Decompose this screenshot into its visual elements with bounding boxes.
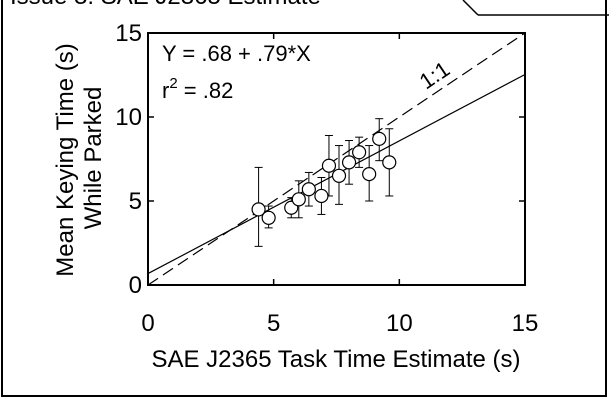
data-point (331, 168, 347, 183)
data-point (362, 167, 377, 182)
data-point (314, 188, 329, 204)
y-tick-label: 15 (115, 20, 142, 47)
r-squared-value: = .82 (178, 78, 234, 103)
identity-line (147, 32, 526, 286)
axis-ticks: 0 5 10 15 0 5 10 15 (115, 20, 538, 337)
plot-area (147, 32, 526, 286)
data-point (341, 155, 357, 170)
x-axis-label: SAE J2365 Task Time Estimate (s) (151, 346, 520, 373)
x-tick-label: 5 (267, 310, 280, 337)
y-tick-label: 10 (115, 104, 142, 131)
data-point (372, 131, 387, 146)
y-tick-label: 0 (129, 272, 142, 299)
data-point (251, 202, 266, 217)
title-tab: Issue 3: SAE J2365 Estimate (0, 0, 470, 12)
r-squared-label: r2 = .82 (162, 75, 233, 103)
title-tab-corner (462, 0, 479, 16)
data-point (352, 145, 367, 160)
data-point (382, 155, 397, 170)
r-squared-r: r (162, 78, 169, 103)
x-tick-label: 15 (512, 310, 539, 337)
data-point (321, 158, 337, 173)
data-point (301, 182, 316, 197)
y-axis-label-line2: While Parked (80, 87, 107, 230)
x-tick-label: 0 (141, 310, 154, 337)
data-point (261, 210, 276, 225)
y-axis-label-line1: Mean Keying Time (s) (52, 43, 79, 276)
data-point (291, 192, 306, 207)
fit-lines (147, 32, 526, 286)
y-tick-label: 5 (129, 188, 142, 215)
error-bars (254, 118, 394, 247)
regression-equation: Y = .68 + .79*X (162, 41, 311, 66)
r-squared-superscript: 2 (169, 75, 177, 92)
page-title: Issue 3: SAE J2365 Estimate (10, 0, 321, 11)
identity-line-label: 1:1 (415, 56, 454, 94)
x-tick-label: 10 (386, 310, 413, 337)
data-points (251, 131, 397, 225)
